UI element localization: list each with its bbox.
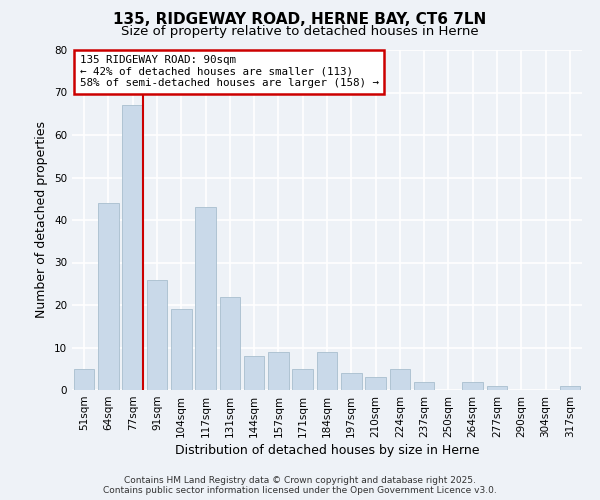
Bar: [487, 386, 508, 390]
Bar: [98, 203, 119, 390]
Bar: [463, 382, 483, 390]
Text: Contains HM Land Registry data © Crown copyright and database right 2025.
Contai: Contains HM Land Registry data © Crown c…: [103, 476, 497, 495]
Text: 135, RIDGEWAY ROAD, HERNE BAY, CT6 7LN: 135, RIDGEWAY ROAD, HERNE BAY, CT6 7LN: [113, 12, 487, 28]
Bar: [195, 207, 216, 390]
Bar: [365, 378, 386, 390]
Bar: [389, 369, 410, 390]
Bar: [146, 280, 167, 390]
Text: 135 RIDGEWAY ROAD: 90sqm
← 42% of detached houses are smaller (113)
58% of semi-: 135 RIDGEWAY ROAD: 90sqm ← 42% of detach…: [80, 55, 379, 88]
Bar: [317, 352, 337, 390]
Bar: [244, 356, 265, 390]
Bar: [268, 352, 289, 390]
Bar: [341, 373, 362, 390]
Bar: [220, 296, 240, 390]
Bar: [414, 382, 434, 390]
Bar: [122, 106, 143, 390]
Text: Size of property relative to detached houses in Herne: Size of property relative to detached ho…: [121, 25, 479, 38]
Bar: [74, 369, 94, 390]
Bar: [292, 369, 313, 390]
Y-axis label: Number of detached properties: Number of detached properties: [35, 122, 49, 318]
X-axis label: Distribution of detached houses by size in Herne: Distribution of detached houses by size …: [175, 444, 479, 457]
Bar: [171, 309, 191, 390]
Bar: [560, 386, 580, 390]
